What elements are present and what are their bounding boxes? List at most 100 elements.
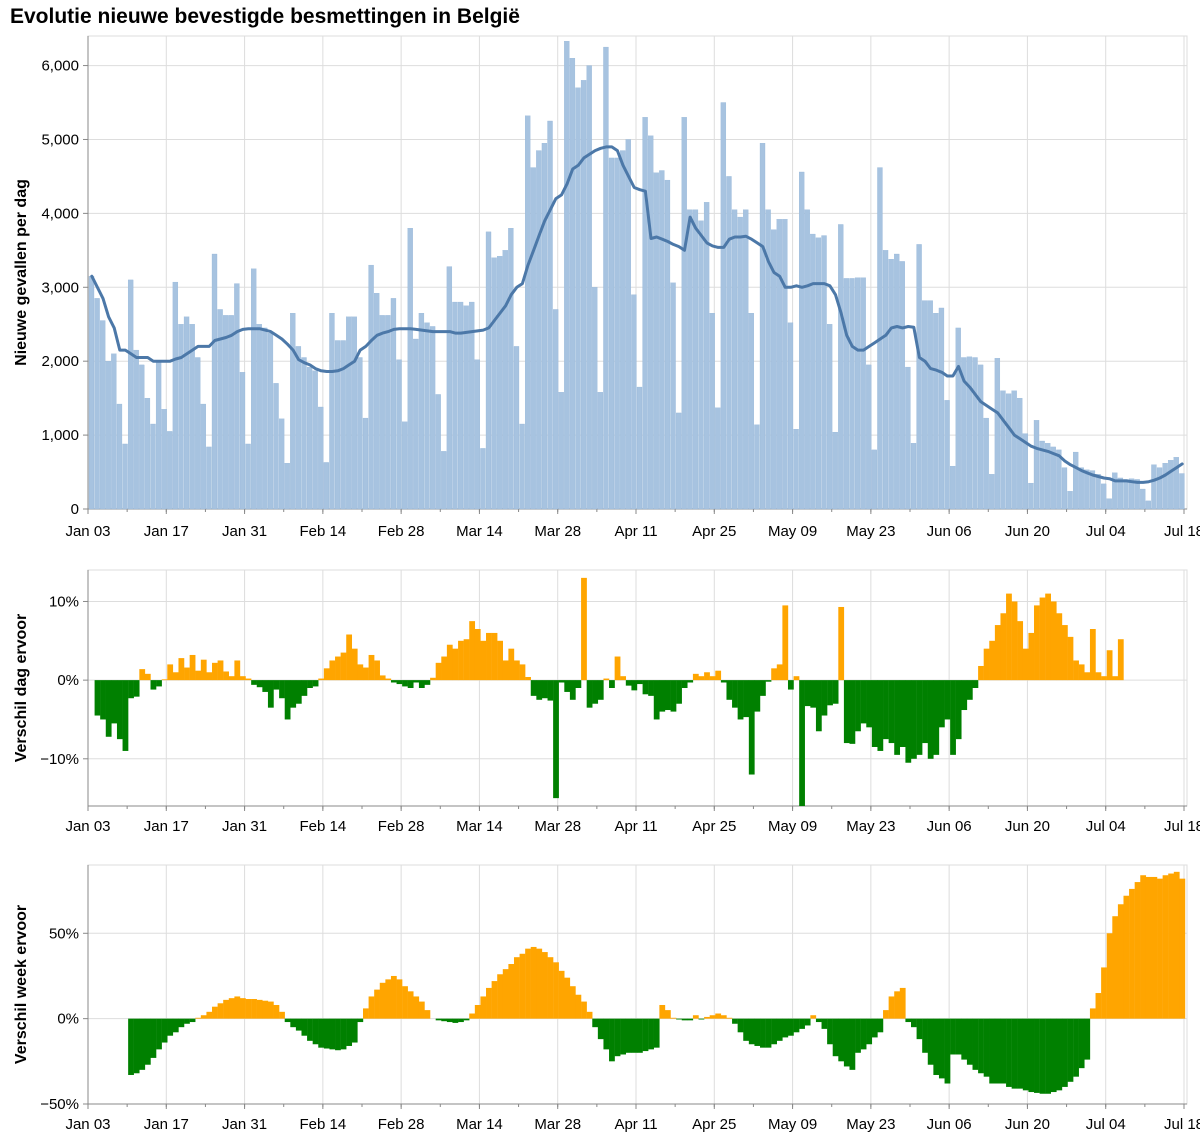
bar-negative xyxy=(189,1018,196,1023)
x-tick-label: Jul 04 xyxy=(1086,1116,1126,1133)
bar xyxy=(1084,469,1090,510)
bar xyxy=(648,135,654,510)
bar-positive xyxy=(569,986,576,1019)
bar xyxy=(469,301,475,510)
bar-positive xyxy=(1095,672,1102,681)
bar-negative xyxy=(150,680,157,690)
bar-negative xyxy=(911,680,917,759)
bar-negative xyxy=(592,680,599,704)
bar-positive xyxy=(771,668,777,681)
bar xyxy=(485,231,492,510)
bar-positive xyxy=(1056,613,1063,681)
bar-negative xyxy=(922,1018,928,1053)
bar-positive xyxy=(614,656,621,681)
bar-negative xyxy=(883,680,889,740)
bar-negative xyxy=(547,680,554,701)
bar xyxy=(989,474,995,510)
bar-positive xyxy=(525,948,531,1019)
bar-positive xyxy=(564,977,571,1019)
bar-positive xyxy=(1089,629,1096,681)
bar-positive xyxy=(838,606,845,681)
bar-positive xyxy=(424,1010,431,1019)
bar xyxy=(737,216,743,510)
bar-positive xyxy=(581,577,587,681)
bar xyxy=(457,301,464,510)
bar-negative xyxy=(720,680,727,683)
bar xyxy=(625,139,631,510)
y-tick-label: 4,000 xyxy=(41,205,79,222)
bar-negative xyxy=(530,680,537,696)
bar-negative xyxy=(156,680,162,687)
bar xyxy=(955,327,961,510)
bar-negative xyxy=(754,1018,761,1046)
bar-positive xyxy=(1112,676,1119,681)
bar xyxy=(1151,464,1157,510)
bar xyxy=(491,257,497,510)
bar-positive xyxy=(200,659,207,681)
bar-positive xyxy=(239,676,246,681)
bar-negative xyxy=(804,1018,811,1026)
bar xyxy=(815,237,822,510)
bar xyxy=(1011,390,1017,510)
bar-positive xyxy=(379,675,386,681)
bar-negative xyxy=(782,1018,789,1038)
bar xyxy=(620,150,626,510)
bar-positive xyxy=(407,991,414,1019)
x-tick-label: Feb 28 xyxy=(378,818,425,835)
bar-negative xyxy=(866,680,873,728)
bar xyxy=(966,356,973,510)
bar xyxy=(127,279,134,510)
bar-negative xyxy=(832,1018,839,1057)
bar-positive xyxy=(184,667,190,681)
y-tick-label: 2,000 xyxy=(41,353,79,370)
y-axis-label: Verschil week ervoor xyxy=(13,905,30,1064)
bar-negative xyxy=(301,680,308,696)
bar-positive xyxy=(267,1001,274,1019)
bar xyxy=(899,261,905,510)
bar-positive xyxy=(390,975,397,1019)
bar-negative xyxy=(966,1018,973,1065)
bar-negative xyxy=(307,1018,313,1041)
bar xyxy=(418,312,425,510)
bar-negative xyxy=(771,1018,777,1045)
y-tick-label: 3,000 xyxy=(41,279,79,296)
bar xyxy=(446,266,453,510)
bar-negative xyxy=(1022,1018,1029,1091)
bar xyxy=(262,327,268,510)
bar-negative xyxy=(922,680,928,744)
bar xyxy=(351,316,357,510)
bar xyxy=(195,357,201,510)
bar-positive xyxy=(704,1016,710,1019)
bar xyxy=(949,465,956,510)
bar-negative xyxy=(894,680,901,755)
x-tick-label: Jun 20 xyxy=(1005,1116,1050,1133)
bar-negative xyxy=(1034,1018,1040,1093)
bar-negative xyxy=(648,680,654,696)
bar-positive xyxy=(1123,895,1130,1019)
bar-negative xyxy=(463,1018,470,1021)
bar-negative xyxy=(284,1018,291,1023)
bar-positive xyxy=(340,652,347,681)
bar xyxy=(519,423,525,510)
bar-positive xyxy=(167,664,174,681)
bar-positive xyxy=(541,952,548,1019)
bar-positive xyxy=(396,979,403,1019)
x-tick-label: Feb 14 xyxy=(300,523,347,540)
bar-positive xyxy=(1140,875,1147,1019)
y-tick-label: 0% xyxy=(57,1011,79,1028)
bar-negative xyxy=(972,1018,979,1070)
bar-positive xyxy=(519,664,526,681)
bar-negative xyxy=(787,1018,794,1036)
bar-negative xyxy=(860,680,867,724)
bar-negative xyxy=(301,1018,308,1036)
bar-positive xyxy=(1039,597,1046,681)
bar-positive xyxy=(346,634,353,681)
bar xyxy=(1100,483,1107,510)
bar-positive xyxy=(709,676,716,681)
bar-negative xyxy=(603,1018,610,1050)
bar xyxy=(771,229,777,510)
bar-positive xyxy=(1151,876,1158,1019)
bar xyxy=(390,298,397,510)
bar xyxy=(653,172,659,510)
